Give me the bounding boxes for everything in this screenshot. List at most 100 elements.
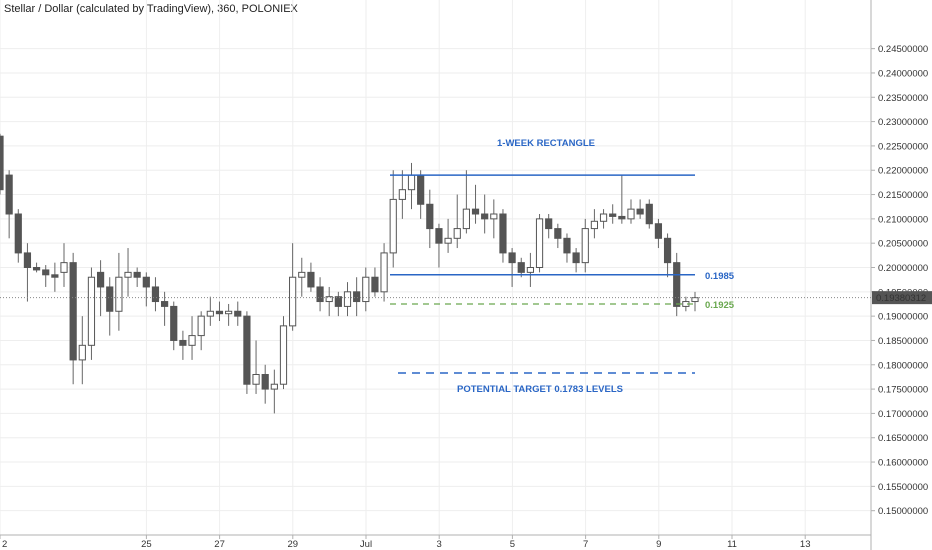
candle bbox=[334, 291, 342, 317]
candle-body bbox=[618, 215, 626, 220]
candle bbox=[545, 214, 553, 239]
candle-body bbox=[609, 213, 617, 217]
candle-body bbox=[69, 262, 77, 361]
candle-body bbox=[471, 208, 480, 215]
date-tick-label: 11 bbox=[727, 539, 737, 550]
candle-body bbox=[179, 339, 187, 346]
candle bbox=[106, 277, 114, 336]
candle-body bbox=[517, 262, 525, 273]
candle-body bbox=[654, 223, 663, 239]
candle bbox=[215, 301, 224, 321]
candle-body bbox=[453, 228, 461, 239]
candle-body bbox=[115, 276, 123, 312]
price-tick-label: 0.17500000 bbox=[878, 385, 928, 396]
candle bbox=[398, 170, 406, 219]
candle-body bbox=[691, 297, 699, 303]
candle-body bbox=[490, 213, 498, 220]
candle bbox=[380, 243, 388, 302]
candle-body bbox=[334, 296, 342, 307]
candle-body bbox=[133, 271, 141, 278]
candle bbox=[563, 233, 571, 263]
candle bbox=[554, 223, 562, 249]
level-label-0.1925: 0.1925 bbox=[705, 300, 735, 311]
candle-body bbox=[60, 262, 68, 273]
candle bbox=[151, 277, 160, 312]
candle bbox=[481, 194, 489, 234]
candle bbox=[691, 291, 699, 312]
candle-body bbox=[508, 252, 516, 264]
candle bbox=[170, 301, 178, 351]
candle-body bbox=[398, 189, 406, 200]
price-tick-label: 0.23000000 bbox=[878, 117, 928, 128]
candle-body bbox=[563, 237, 571, 254]
candle bbox=[279, 316, 288, 390]
candle-body bbox=[590, 220, 599, 230]
price-tick-label: 0.19000000 bbox=[878, 312, 928, 323]
candle-body bbox=[87, 276, 96, 346]
candle-body bbox=[225, 310, 233, 315]
date-tick-label: 27 bbox=[214, 539, 225, 550]
date-tick-label: 3 bbox=[437, 539, 442, 550]
candle-body bbox=[426, 203, 434, 230]
candle-body bbox=[298, 271, 306, 278]
candle bbox=[87, 267, 96, 360]
price-tick-label: 0.16000000 bbox=[878, 458, 928, 469]
price-tick-label: 0.23500000 bbox=[878, 93, 928, 104]
level-label-0.1985: 0.1985 bbox=[705, 271, 735, 282]
price-tick-label: 0.21500000 bbox=[878, 190, 928, 201]
candle bbox=[499, 209, 507, 263]
date-tick-label: Jul bbox=[360, 539, 372, 550]
candle-body bbox=[362, 276, 370, 303]
candle-body bbox=[462, 208, 470, 230]
date-tick-label: 25 bbox=[141, 539, 152, 550]
candle bbox=[627, 199, 635, 224]
candle-body bbox=[142, 276, 150, 288]
price-tick-label: 0.21000000 bbox=[878, 214, 928, 225]
candle-body bbox=[243, 315, 251, 385]
candle bbox=[471, 184, 480, 224]
price-tick-label: 0.20000000 bbox=[878, 263, 928, 274]
candle bbox=[654, 218, 663, 249]
candle bbox=[225, 303, 233, 326]
candle bbox=[14, 209, 22, 263]
candle bbox=[298, 257, 306, 297]
candle-body bbox=[499, 213, 507, 254]
candle bbox=[42, 265, 50, 287]
candle-body bbox=[270, 383, 278, 390]
candle bbox=[252, 340, 260, 394]
candle-body bbox=[645, 203, 653, 225]
candle bbox=[535, 214, 544, 273]
candle-body bbox=[636, 208, 644, 215]
candle-body bbox=[197, 315, 205, 337]
candle bbox=[353, 277, 361, 317]
candle-body bbox=[316, 286, 324, 303]
candle bbox=[444, 218, 452, 253]
candle bbox=[161, 291, 169, 326]
candle bbox=[371, 267, 379, 297]
price-tick-label: 0.18000000 bbox=[878, 360, 928, 371]
candle bbox=[325, 286, 333, 317]
candle bbox=[206, 296, 214, 326]
price-tick-label: 0.16500000 bbox=[878, 433, 928, 444]
candle bbox=[307, 262, 315, 292]
date-tick-label: 7 bbox=[583, 539, 588, 550]
price-tick-label: 0.22000000 bbox=[878, 166, 928, 177]
candle bbox=[362, 267, 370, 312]
candle-body bbox=[0, 135, 4, 191]
date-tick-label: 9 bbox=[656, 539, 661, 550]
candle bbox=[142, 272, 150, 307]
candle-body bbox=[215, 310, 224, 315]
chart-title: Stellar / Dollar (calculated by TradingV… bbox=[4, 3, 298, 15]
current-price-tag bbox=[872, 291, 932, 305]
candle-body bbox=[535, 218, 544, 268]
candle-body bbox=[252, 374, 260, 385]
candle-body bbox=[343, 291, 352, 307]
candle bbox=[133, 267, 141, 287]
candle bbox=[78, 316, 86, 385]
price-tick-label: 0.17000000 bbox=[878, 409, 928, 420]
candle-body bbox=[371, 276, 379, 293]
candle-body bbox=[407, 174, 416, 191]
candle bbox=[517, 257, 525, 278]
current-price-label: 0.19380312 bbox=[876, 293, 926, 304]
